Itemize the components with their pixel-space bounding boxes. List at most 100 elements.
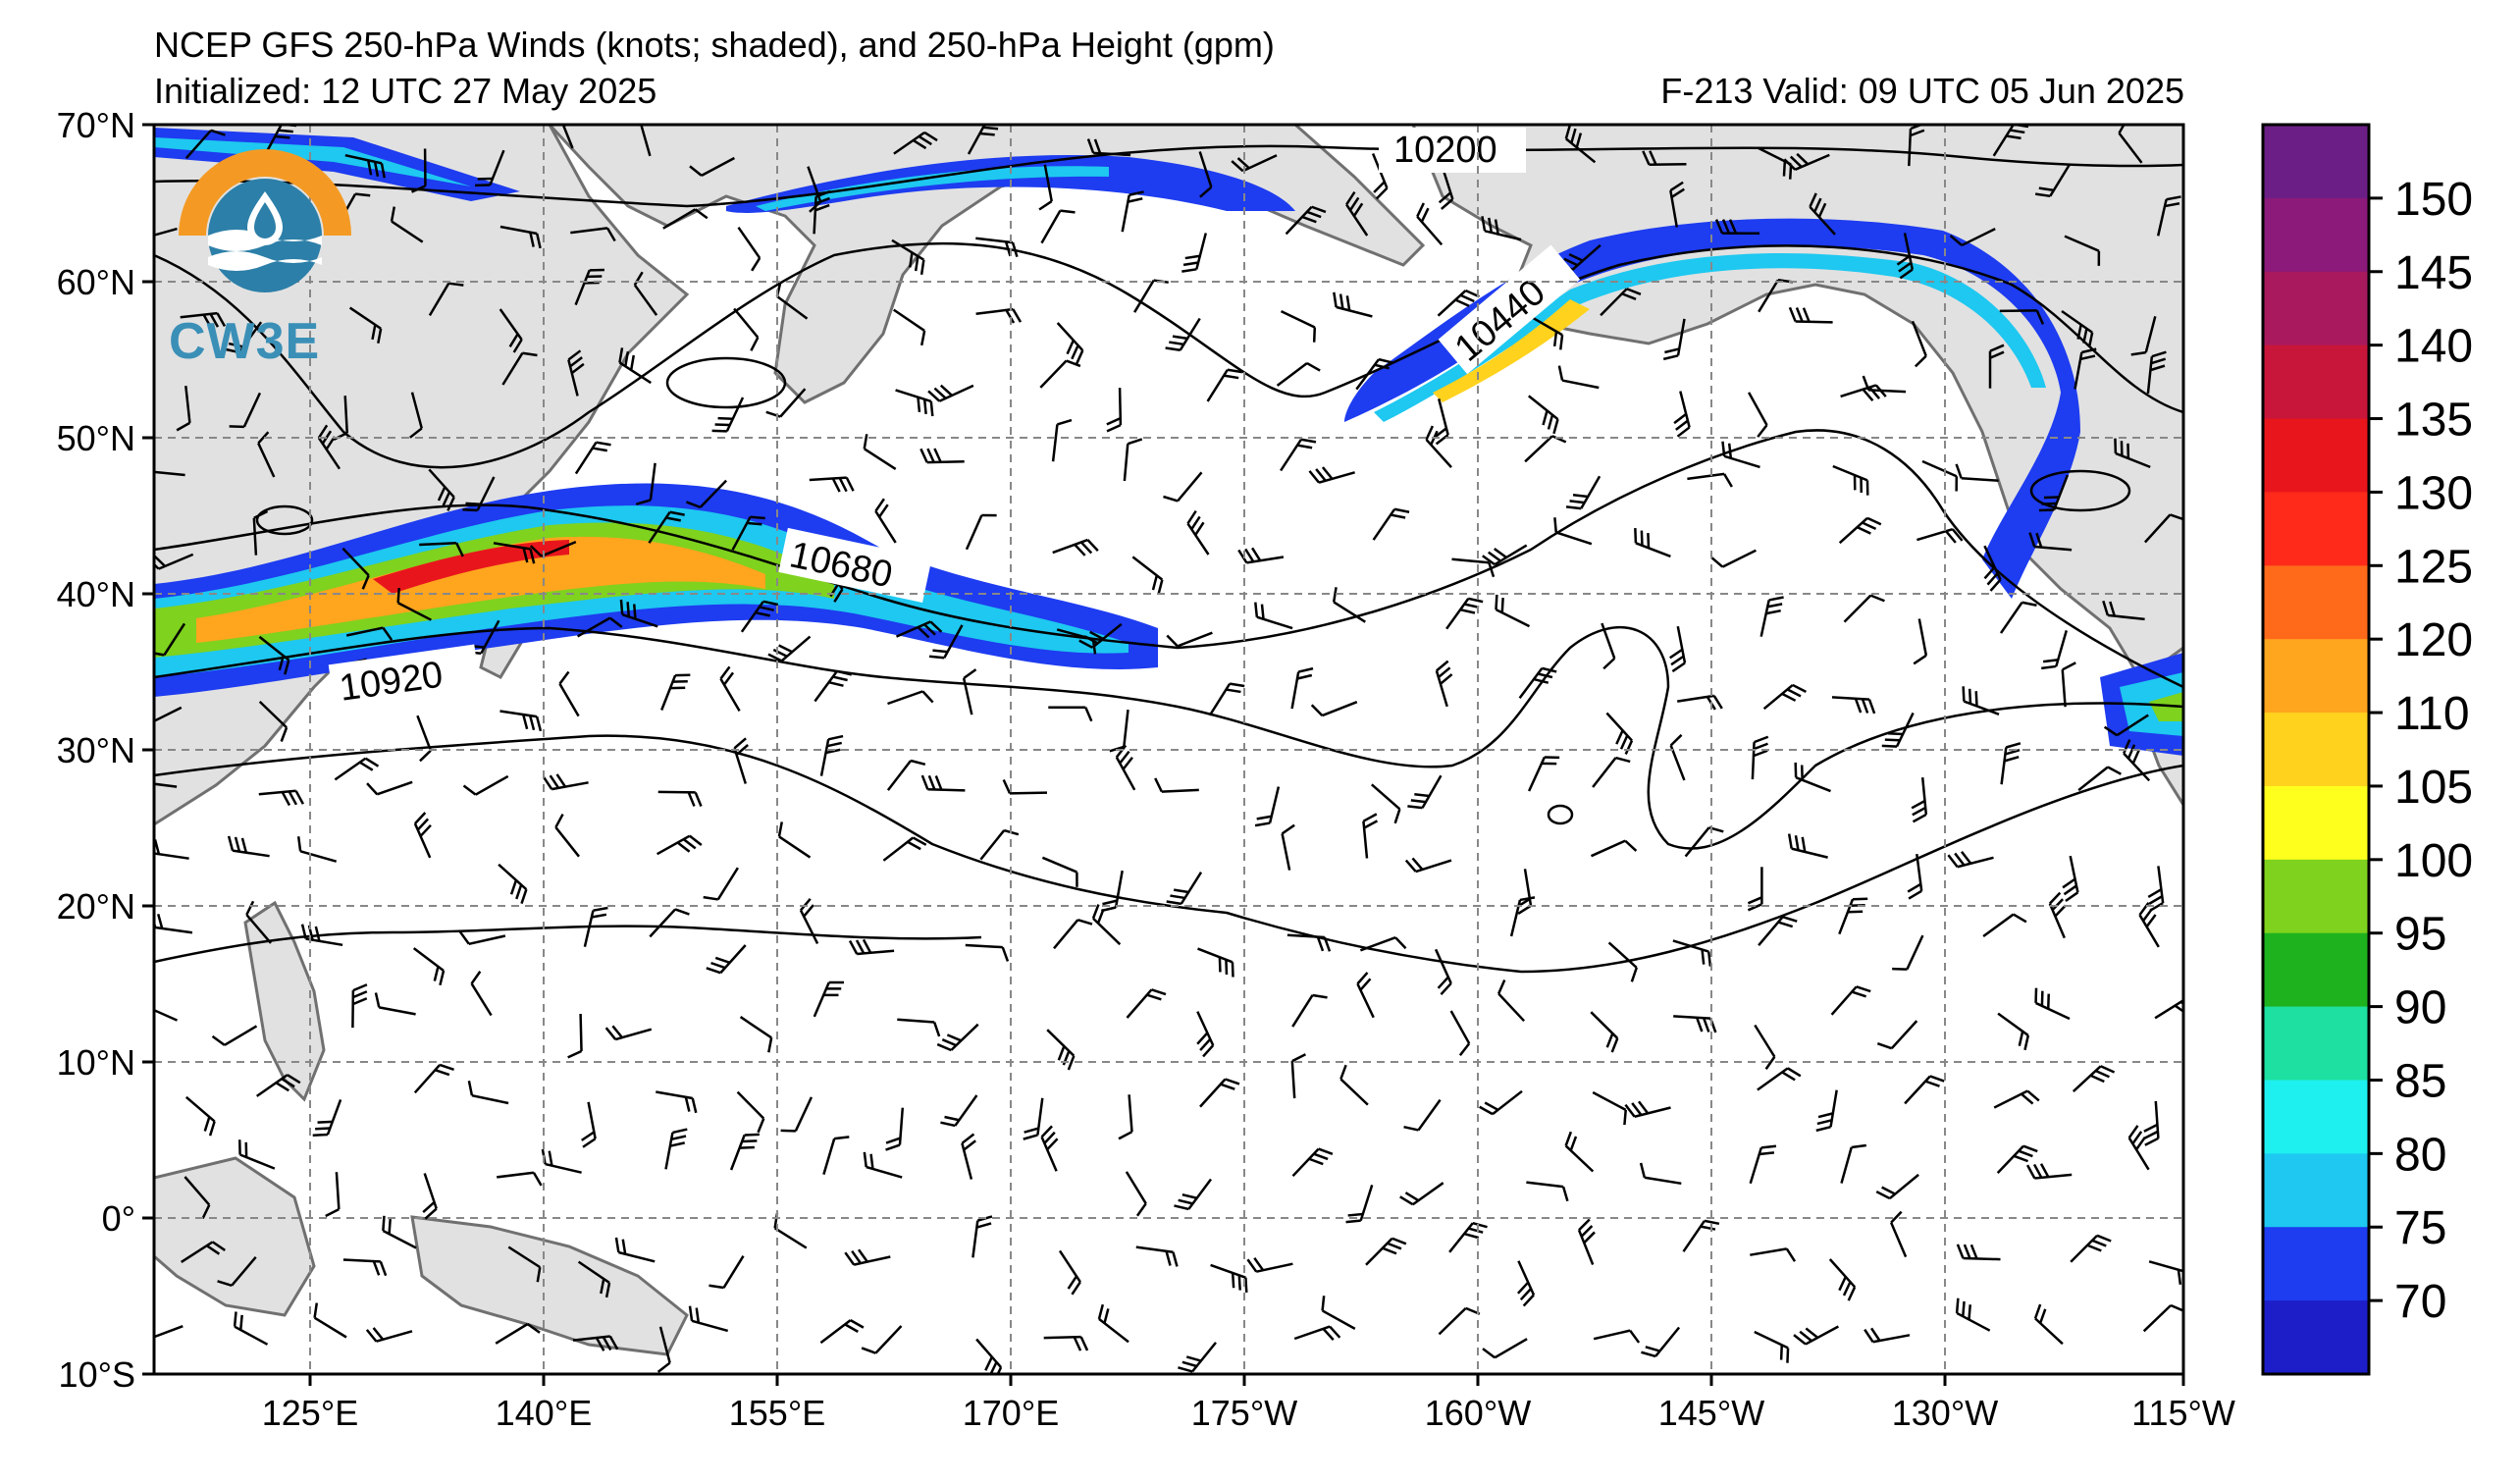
wind-barb [1642,150,1687,167]
wind-barb [1634,528,1671,558]
wind-barb [1048,706,1093,722]
wind-barb [936,1023,979,1052]
colorbar-tick-label: 100 [2394,835,2473,887]
colorbar-segment [2263,492,2369,566]
wind-barb [1997,1012,2030,1051]
wind-barb [1662,318,1686,361]
colorbar-segment [2263,418,2369,493]
colorbar-segment [2263,785,2369,861]
lat-label-10s: 10°S [59,1354,135,1395]
wind-barb [887,690,934,706]
wind-barb [1592,756,1631,788]
colorbar-tick-label: 85 [2394,1055,2446,1107]
wind-barb [1788,306,1833,324]
colorbar-tick-label: 90 [2394,982,2446,1034]
wind-barb [2034,987,2071,1021]
colorbar-segment [2263,1006,2369,1081]
wind-barb [499,308,523,353]
wind-barb [1641,1326,1681,1358]
wind-barb [1451,557,1496,578]
wind-barb [1106,388,1123,433]
wind-barb [1828,1258,1857,1301]
colorbar-tick-label: 135 [2394,395,2473,447]
wind-barb [1125,1171,1147,1217]
wind-barb [1496,980,1526,1023]
wind-barb [342,1258,388,1277]
wind-barb [1321,1296,1356,1330]
wind-barb [181,1241,226,1263]
init-time: Initialized: 12 UTC 27 May 2025 [154,71,657,111]
wind-barb [180,311,227,329]
lat-label-70n: 70°N [57,105,135,145]
wind-barb [1434,948,1452,996]
wind-barb [1996,1144,2038,1174]
wind-barb [1838,516,1882,545]
wind-barb [462,476,496,512]
wind-barb [344,153,386,179]
logo-text: CW3E [169,313,321,370]
wind-barb [897,1018,941,1037]
wind-barb [1166,631,1213,648]
colorbar-tick-label: 110 [2394,688,2470,740]
wind-barb [1208,682,1245,716]
wind-barb [967,125,999,155]
wind-barb [1290,666,1314,710]
wind-barb [184,129,226,160]
wind-barb [1291,993,1328,1028]
wind-barb [1404,857,1452,874]
wind-barb [374,992,416,1016]
colorbar-tick-label: 80 [2394,1129,2446,1181]
wind-barb [493,542,536,564]
wind-barb [495,1322,541,1345]
wind-barb [390,206,424,243]
wind-barb [312,1098,342,1138]
wind-barb [896,620,943,639]
wind-barb [919,448,965,464]
wind-barb [184,1095,216,1137]
colorbar-segment [2263,932,2369,1008]
wind-barb [1921,459,1959,492]
wind-barb [1333,291,1373,318]
wind-barb [1527,756,1560,792]
colorbar-segment [2263,271,2369,346]
lat-label-50n: 50°N [57,418,135,458]
wind-barb [2074,347,2097,390]
wind-barb [975,307,1023,324]
wind-barb [507,1245,542,1283]
wind-barb [1592,1090,1627,1126]
wind-barb [1023,1097,1044,1140]
wind-barb [574,441,611,475]
wind-barb [892,308,926,346]
colorbar-tick-label: 125 [2394,541,2473,593]
wind-barb [428,468,455,511]
wind-barb [2061,309,2094,347]
wind-barb [154,780,178,788]
wind-barb [1403,1098,1442,1132]
wind-barb [777,821,812,859]
lon-label-160w: 160°W [1425,1393,1531,1433]
wind-barb [1982,913,2027,938]
wind-barb [1280,309,1317,343]
wind-barb [1564,125,1597,164]
lon-label-175w: 175°W [1191,1393,1297,1433]
wind-barb [649,908,690,938]
wind-barb [409,392,423,439]
wind-barb [341,547,370,590]
wind-barb [1038,164,1053,211]
wind-barb [709,1255,745,1290]
wind-barb [965,513,997,551]
wind-barb [2103,714,2149,737]
wind-barb [1992,125,2029,157]
lon-ticks [308,1374,2185,1386]
wind-barb [1687,472,1733,488]
wind-barb [1999,309,2045,325]
cw3e-logo [179,149,351,292]
wind-barb [1794,762,1831,793]
wind-barb [1448,1221,1488,1253]
valid-time: F-213 Valid: 09 UTC 05 Jun 2025 [1660,71,2184,111]
lat-label-10n: 10°N [57,1042,135,1083]
colorbar-segment [2263,1080,2369,1154]
wind-barb [711,397,745,433]
wind-barb [1862,375,1907,394]
